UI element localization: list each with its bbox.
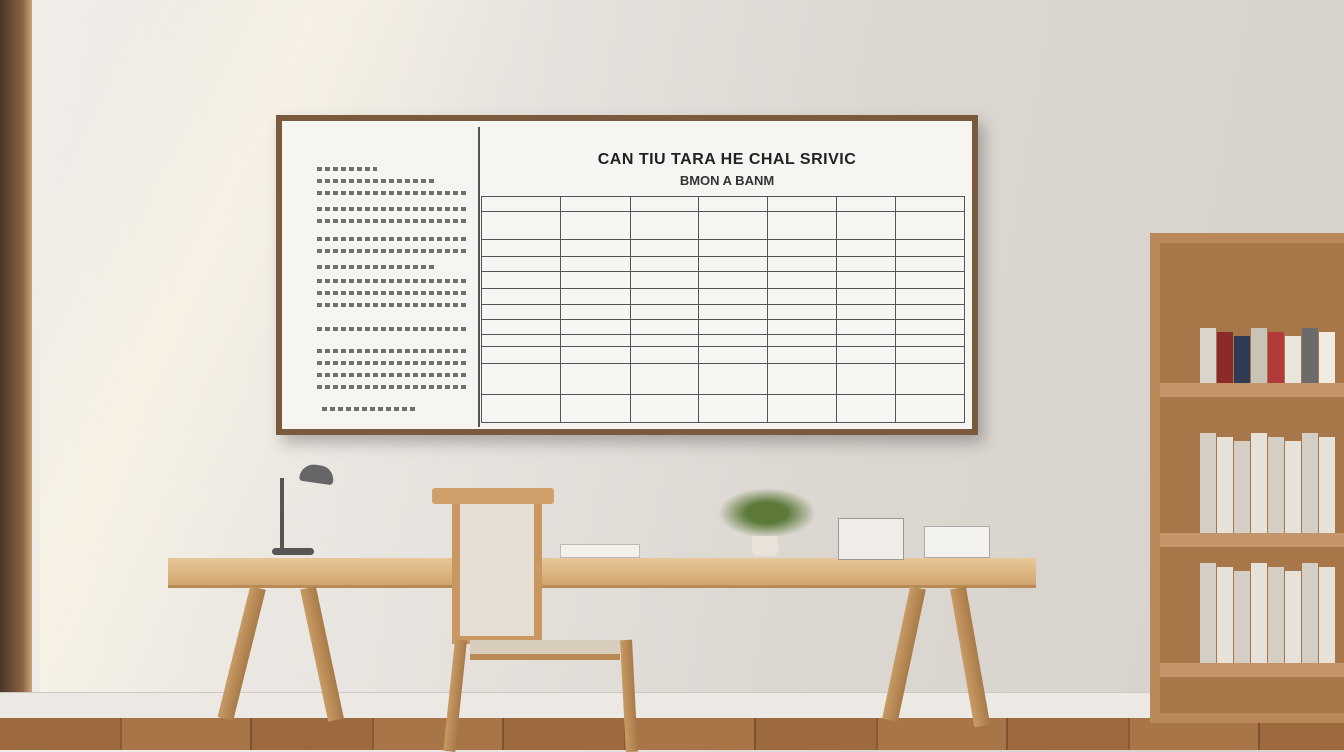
wood-floor xyxy=(0,718,1344,750)
book xyxy=(1234,441,1250,533)
book xyxy=(1285,336,1301,383)
book xyxy=(1217,437,1233,533)
bookshelf xyxy=(1150,233,1344,723)
desk-books xyxy=(838,518,904,560)
book xyxy=(1285,571,1301,663)
shelf-board xyxy=(1160,383,1344,397)
lamp-arm xyxy=(280,478,284,550)
desk xyxy=(168,558,1036,588)
book xyxy=(1251,433,1267,533)
board-table xyxy=(481,196,965,423)
table-column-line xyxy=(560,196,561,423)
note-line xyxy=(317,349,467,353)
desk-lamp xyxy=(272,548,314,555)
book xyxy=(1285,441,1301,533)
plant-pot xyxy=(752,536,778,556)
table-row-line xyxy=(481,304,965,305)
shelf-board xyxy=(1160,663,1344,677)
table-row-line xyxy=(481,288,965,289)
note-line xyxy=(317,279,467,283)
whiteboard: CAN TIU TARA HE CHAL SRIVIC BMON A BANM xyxy=(276,115,978,435)
board-title: CAN TIU TARA HE CHAL SRIVIC xyxy=(597,151,857,168)
table-row-line xyxy=(481,422,965,423)
book xyxy=(1268,332,1284,383)
note-line xyxy=(317,385,467,389)
table-row-line xyxy=(481,334,965,335)
board-notes-panel xyxy=(287,127,480,427)
note-line xyxy=(317,219,467,223)
note-line xyxy=(317,291,467,295)
chair xyxy=(452,504,542,644)
table-row-line xyxy=(481,211,965,212)
baseboard xyxy=(0,692,1344,718)
table-column-line xyxy=(630,196,631,423)
note-line xyxy=(322,407,417,411)
book xyxy=(1217,567,1233,663)
table-row-line xyxy=(481,346,965,347)
note-line xyxy=(317,303,467,307)
potted-plant xyxy=(718,488,816,538)
book xyxy=(1302,563,1318,663)
book xyxy=(1302,433,1318,533)
board-subtitle: BMON A BANM xyxy=(679,173,775,188)
book xyxy=(1319,332,1335,383)
window-frame xyxy=(0,0,32,700)
desk-box xyxy=(924,526,990,558)
table-column-line xyxy=(964,196,965,423)
table-row-line xyxy=(481,394,965,395)
table-row-line xyxy=(481,239,965,240)
table-column-line xyxy=(698,196,699,423)
note-line xyxy=(317,191,467,195)
book xyxy=(1319,567,1335,663)
table-row-line xyxy=(481,196,965,197)
table-row-line xyxy=(481,256,965,257)
book xyxy=(1234,571,1250,663)
table-column-line xyxy=(895,196,896,423)
book xyxy=(1302,328,1318,383)
table-row-line xyxy=(481,271,965,272)
book xyxy=(1251,328,1267,383)
table-row-line xyxy=(481,319,965,320)
table-row-line xyxy=(481,363,965,364)
note-line xyxy=(317,327,467,331)
table-column-line xyxy=(481,196,482,423)
book xyxy=(1217,332,1233,383)
book xyxy=(1251,563,1267,663)
shelf-board xyxy=(1160,533,1344,547)
note-line xyxy=(317,207,467,211)
table-column-line xyxy=(767,196,768,423)
note-line xyxy=(317,265,437,269)
note-line xyxy=(317,179,437,183)
chair-backrest xyxy=(432,488,554,504)
table-column-line xyxy=(836,196,837,423)
book xyxy=(1200,328,1216,383)
note-line xyxy=(317,361,467,365)
chair-seat xyxy=(470,640,620,660)
book xyxy=(1234,336,1250,383)
note-line xyxy=(317,237,467,241)
paper-stack xyxy=(560,544,640,558)
book xyxy=(1268,567,1284,663)
note-line xyxy=(317,167,377,171)
note-line xyxy=(317,373,467,377)
book xyxy=(1200,433,1216,533)
book xyxy=(1268,437,1284,533)
book xyxy=(1319,437,1335,533)
book xyxy=(1200,563,1216,663)
note-line xyxy=(317,249,467,253)
